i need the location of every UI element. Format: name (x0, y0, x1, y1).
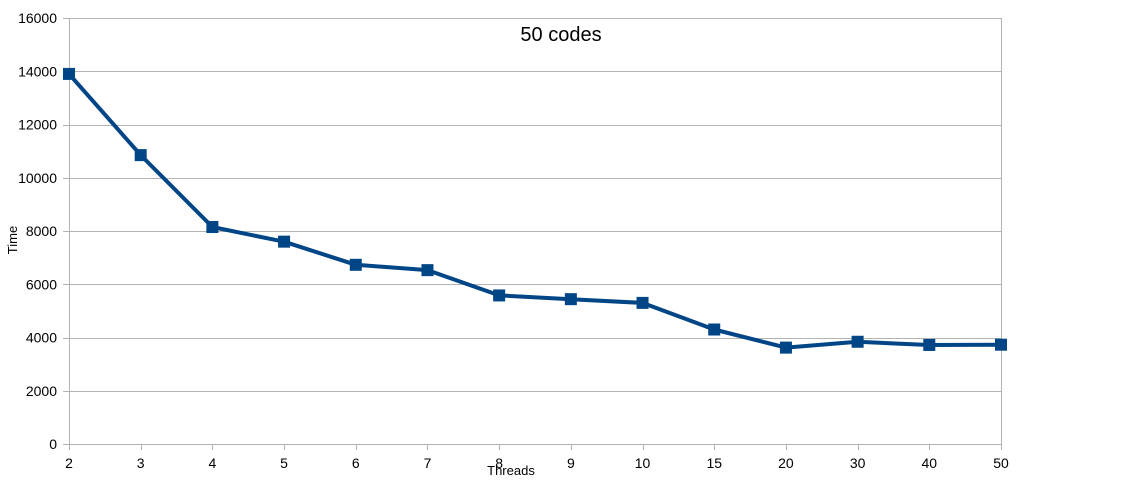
x-tick-label: 5 (280, 455, 288, 471)
data-point-marker (206, 221, 219, 234)
x-tick-label: 10 (635, 455, 651, 471)
data-point-marker (349, 258, 362, 271)
data-point-marker (636, 296, 649, 309)
chart-title: 50 codes (520, 24, 601, 46)
data-point-marker (493, 289, 506, 302)
data-point-marker (995, 338, 1007, 351)
data-point-marker (708, 323, 721, 336)
x-tick-label: 15 (706, 455, 722, 471)
x-tick-label: 20 (778, 455, 794, 471)
y-tick-label: 2000 (26, 383, 57, 399)
axes (63, 18, 1002, 450)
x-tick-label: 3 (137, 455, 145, 471)
y-axis-title: Time (5, 226, 20, 254)
data-point-marker (564, 293, 577, 306)
y-tick-label: 0 (49, 436, 57, 452)
x-tick-label: 50 (993, 455, 1009, 471)
gridlines (69, 18, 1001, 392)
x-tick-label: 4 (208, 455, 216, 471)
data-series (63, 67, 1007, 354)
data-point-marker (923, 338, 936, 351)
data-point-marker (63, 67, 75, 80)
y-tick-label: 14000 (18, 63, 57, 79)
x-tick-label: 9 (567, 455, 575, 471)
x-tick-label: 40 (922, 455, 938, 471)
y-tick-label: 6000 (26, 276, 57, 292)
x-tick-label: 30 (850, 455, 866, 471)
x-tick-label: 6 (352, 455, 360, 471)
x-tick-label: 8 (495, 455, 503, 471)
data-point-marker (134, 149, 147, 162)
data-point-marker (421, 264, 434, 277)
y-tick-label: 4000 (26, 330, 57, 346)
y-tick-label: 12000 (18, 117, 57, 133)
data-point-marker (851, 335, 864, 348)
series-line (67, 72, 1002, 350)
y-tick-labels: 0 2000 4000 6000 8000 10000 12000 14000 16000 (18, 10, 57, 452)
x-tick-labels: 2 3 4 5 6 7 8 9 10 15 20 30 40 50 (65, 455, 1009, 471)
data-point-marker (779, 341, 792, 354)
x-axis-title: Threads (487, 463, 535, 478)
x-tick-label: 7 (424, 455, 432, 471)
x-tick-label: 2 (65, 455, 73, 471)
data-point-marker (278, 235, 291, 248)
y-tick-label: 10000 (18, 170, 57, 186)
y-tick-label: 8000 (26, 223, 57, 239)
y-tick-label: 16000 (18, 10, 57, 26)
